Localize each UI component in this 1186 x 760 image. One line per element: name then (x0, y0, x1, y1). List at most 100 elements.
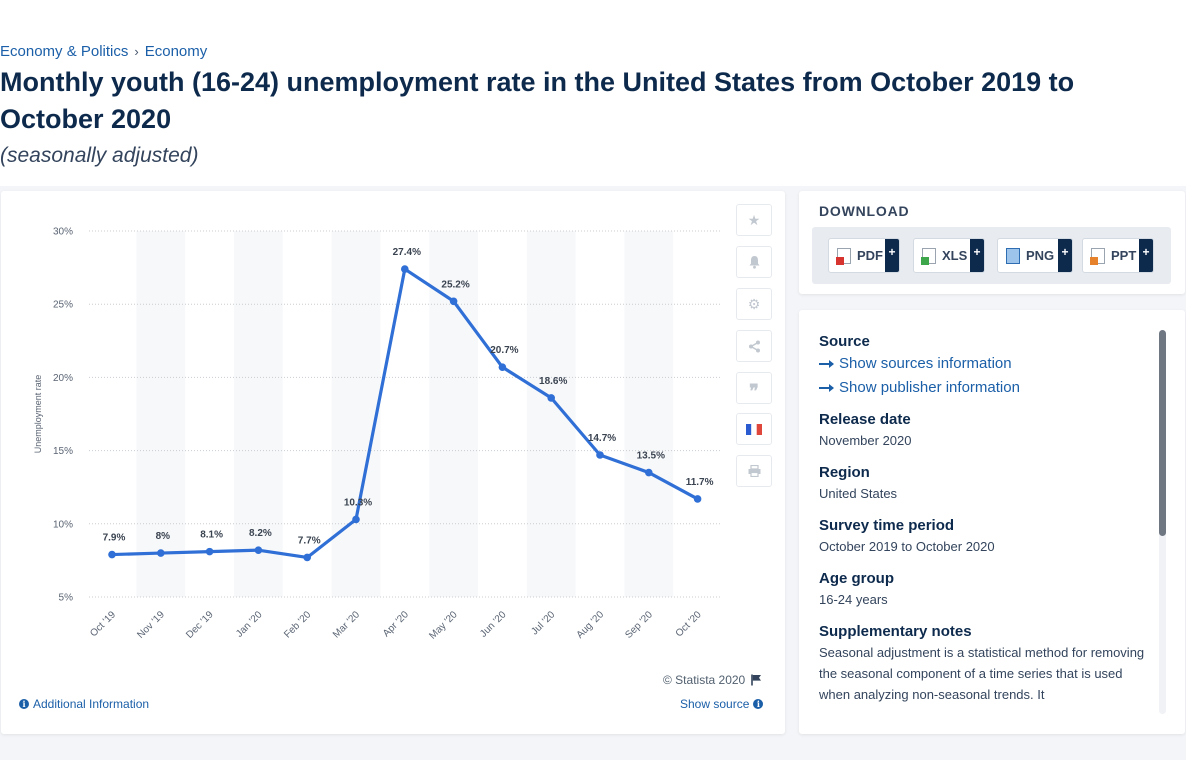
star-icon: ★ (747, 211, 761, 228)
breadcrumb: Economy & Politics › Economy (0, 43, 207, 60)
show-publisher-link[interactable]: Show publisher information (819, 376, 1149, 400)
star-button[interactable]: ★ (736, 204, 772, 236)
line-chart: 5% 10% 15% 20% 25% 30% Unemployment rate Oct '1… (33, 227, 721, 642)
data-point (352, 515, 360, 524)
data-label: 13.5% (637, 451, 665, 462)
x-tick-label: Nov '19 (135, 609, 167, 641)
settings-button[interactable]: ⚙ (736, 288, 772, 320)
release-date-value: November 2020 (819, 433, 912, 448)
arrow-right-icon (819, 360, 834, 368)
info-scroll-area[interactable]: Source Show sources information Show pub… (819, 332, 1149, 714)
png-file-icon (1006, 247, 1020, 264)
x-tick-label: Sep '20 (623, 609, 655, 641)
download-title: DOWNLOAD (819, 203, 910, 219)
data-label: 27.4% (393, 247, 421, 258)
page-title: Monthly youth (16-24) unemployment rate … (0, 67, 1075, 134)
plus-icon: + (1058, 239, 1072, 272)
pdf-file-icon (836, 247, 851, 265)
age-group-heading: Age group (819, 570, 894, 587)
data-point (108, 550, 116, 559)
download-png-button[interactable]: PNG + (997, 238, 1073, 273)
show-source-link[interactable]: Show source i (680, 697, 764, 711)
age-group-value: 16-24 years (819, 592, 888, 607)
statistic-info-panel: Source Show sources information Show pub… (799, 310, 1185, 734)
additional-information-label: Additional Information (33, 697, 150, 711)
x-tick-label: Aug '20 (575, 609, 607, 641)
flag-icon[interactable] (751, 674, 762, 686)
y-axis-label: Unemployment rate (33, 375, 43, 454)
plus-icon: + (885, 239, 899, 272)
download-panel: DOWNLOAD PDF + XLS + PNG + PPT + (799, 191, 1185, 294)
breadcrumb-separator: › (134, 44, 139, 59)
release-date-heading: Release date (819, 411, 911, 428)
column-band (624, 231, 674, 597)
x-tick-label: Jan '20 (234, 609, 265, 640)
y-tick-label: 15% (53, 446, 73, 457)
y-tick-label: 25% (53, 300, 73, 311)
plus-icon: + (970, 239, 984, 272)
survey-period-value: October 2019 to October 2020 (819, 539, 995, 554)
breadcrumb-economy-politics[interactable]: Economy & Politics (0, 43, 129, 60)
download-pdf-label: PDF (857, 248, 883, 263)
x-tick-label: Oct '19 (88, 609, 118, 639)
y-tick-label: 20% (53, 373, 73, 384)
cite-button[interactable]: ❞ (736, 372, 772, 404)
copyright-text: © Statista 2020 (663, 673, 746, 687)
xls-file-icon (921, 247, 936, 265)
data-point (205, 547, 214, 556)
additional-information-link[interactable]: i Additional Information (19, 697, 149, 711)
data-label: 25.2% (441, 279, 469, 290)
column-band (234, 231, 283, 597)
data-label: 7.7% (298, 535, 321, 546)
x-tick-label: Oct '20 (674, 609, 704, 639)
scrollbar-thumb[interactable] (1159, 330, 1166, 536)
share-button[interactable] (736, 330, 772, 362)
y-tick-label: 10% (53, 519, 73, 530)
download-png-label: PNG (1026, 248, 1055, 263)
scrollbar[interactable] (1159, 330, 1166, 714)
bell-button[interactable] (736, 246, 772, 278)
x-tick-label: Jul '20 (529, 609, 557, 637)
french-flag-icon (746, 423, 762, 435)
info-icon: i (753, 699, 764, 709)
data-point (547, 394, 555, 402)
data-point (303, 553, 312, 562)
show-sources-label: Show sources information (839, 355, 1012, 372)
download-pdf-button[interactable]: PDF + (828, 238, 900, 273)
print-button[interactable] (736, 455, 772, 487)
x-tick-label: May '20 (427, 609, 460, 642)
ppt-file-icon (1090, 247, 1105, 265)
source-heading: Source (819, 333, 870, 350)
x-tick-label: Apr '20 (381, 609, 411, 639)
header: Economy & Politics › Economy Monthly you… (0, 0, 1186, 186)
y-tick-label: 5% (59, 593, 74, 604)
data-point (401, 265, 409, 273)
data-label: 11.7% (686, 477, 714, 488)
arrow-right-icon (819, 384, 834, 392)
data-point (596, 451, 604, 459)
chart-card: 5% 10% 15% 20% 25% 30% Unemployment rate Oct '1… (1, 191, 785, 734)
y-tick-label: 30% (53, 227, 73, 238)
column-band (526, 231, 576, 597)
supplementary-notes-value: Seasonal adjustment is a statistical met… (819, 645, 1145, 702)
show-publisher-label: Show publisher information (839, 379, 1020, 396)
show-sources-link[interactable]: Show sources information (819, 352, 1149, 376)
column-band (136, 231, 186, 597)
data-point (693, 495, 702, 503)
data-label: 18.6% (539, 376, 567, 387)
data-point (449, 297, 458, 306)
share-icon (748, 340, 760, 352)
region-value: United States (819, 486, 898, 501)
language-button[interactable] (736, 413, 772, 445)
series-line (110, 267, 700, 560)
data-label: 8.1% (200, 530, 223, 541)
download-ppt-button[interactable]: PPT + (1082, 238, 1154, 273)
download-button-bar: PDF + XLS + PNG + PPT + (812, 227, 1171, 284)
data-label: 7.9% (103, 533, 126, 544)
supplementary-notes-heading: Supplementary notes (819, 623, 972, 640)
download-xls-button[interactable]: XLS + (913, 238, 985, 273)
breadcrumb-economy[interactable]: Economy (144, 43, 208, 60)
info-icon: i (19, 699, 29, 709)
quote-icon: ❞ (749, 381, 759, 402)
download-xls-label: XLS (942, 248, 968, 263)
